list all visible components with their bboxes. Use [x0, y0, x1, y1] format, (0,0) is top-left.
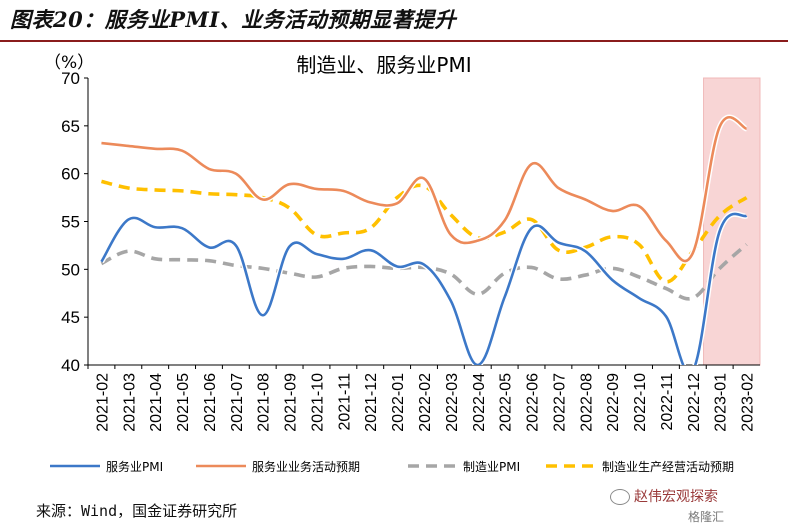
x-tick-label: 2022-02 [417, 373, 434, 432]
series-line-manufacturing_expectation [100, 179, 748, 284]
x-tick-label: 2021-12 [363, 373, 380, 432]
source-note: 来源：Wind，国金证券研究所 [36, 502, 238, 520]
series-line-manufacturing_pmi [100, 243, 748, 301]
series-line-services_expectation [101, 116, 748, 263]
legend-label-services_expectation: 服务业业务活动预期 [252, 459, 360, 474]
legend-label-manufacturing_expectation: 制造业生产经营活动预期 [602, 460, 734, 474]
x-tick-label: 2022-03 [444, 373, 461, 432]
highlight-band [703, 77, 761, 366]
x-tick-label: 2021-06 [202, 373, 219, 432]
x-tick-label: 2022-08 [578, 373, 595, 432]
watermark-text: 赵伟宏观探索 [634, 489, 718, 505]
y-tick-label: 60 [61, 165, 80, 184]
x-tick-label: 2022-12 [686, 373, 703, 432]
wechat-icon [610, 489, 630, 505]
x-tick-label: 2021-09 [283, 373, 300, 432]
y-axis-label: （%） [44, 53, 94, 73]
y-tick-label: 55 [61, 213, 80, 232]
x-tick-label: 2021-08 [256, 373, 273, 432]
x-tick-label: 2022-05 [498, 373, 515, 432]
x-tick-label: 2021-10 [309, 373, 326, 432]
legend-label-manufacturing_pmi: 制造业PMI [463, 460, 520, 474]
y-tick-label: 65 [61, 117, 80, 136]
x-tick-label: 2021-05 [175, 373, 192, 432]
x-tick-label: 2023-02 [740, 373, 757, 432]
x-tick-label: 2022-09 [605, 373, 622, 432]
watermark-logo: 格隆汇 [688, 510, 725, 524]
x-tick-label: 2022-06 [525, 373, 542, 432]
chart-title: 制造业、服务业PMI [296, 53, 471, 77]
x-tick-label: 2023-01 [713, 373, 730, 432]
pmi-line-chart: 40 45 50 55 60 65 70（%） 制造业、服务业PMI 2021-02 2021-0… [44, 53, 761, 474]
y-tick-label: 40 [61, 356, 80, 375]
x-tick-label: 2022-10 [632, 373, 649, 432]
x-tick-label: 2021-04 [148, 373, 165, 432]
series-line-services_pmi [100, 212, 748, 365]
x-tick-label: 2022-04 [471, 373, 488, 432]
x-tick-label: 2021-02 [94, 373, 111, 432]
x-tick-label: 2022-07 [551, 373, 568, 432]
x-tick-label: 2021-03 [121, 373, 138, 432]
legend-label-services_pmi: 服务业PMI [106, 459, 163, 474]
x-tick-label: 2021-07 [229, 373, 246, 432]
figure-title: 图表20：服务业PMI、业务活动预期显著提升 [10, 7, 457, 32]
series-line-outline-services_pmi [99, 211, 748, 365]
y-tick-label: 70 [61, 69, 80, 88]
x-tick-label: 2022-11 [659, 373, 676, 431]
y-tick-label: 50 [61, 260, 80, 279]
watermark: 赵伟宏观探索 [610, 486, 718, 506]
title-rule [0, 40, 788, 42]
x-tick-label: 2022-01 [390, 373, 407, 432]
x-tick-label: 2021-11 [336, 373, 353, 431]
y-tick-label: 45 [61, 308, 80, 327]
